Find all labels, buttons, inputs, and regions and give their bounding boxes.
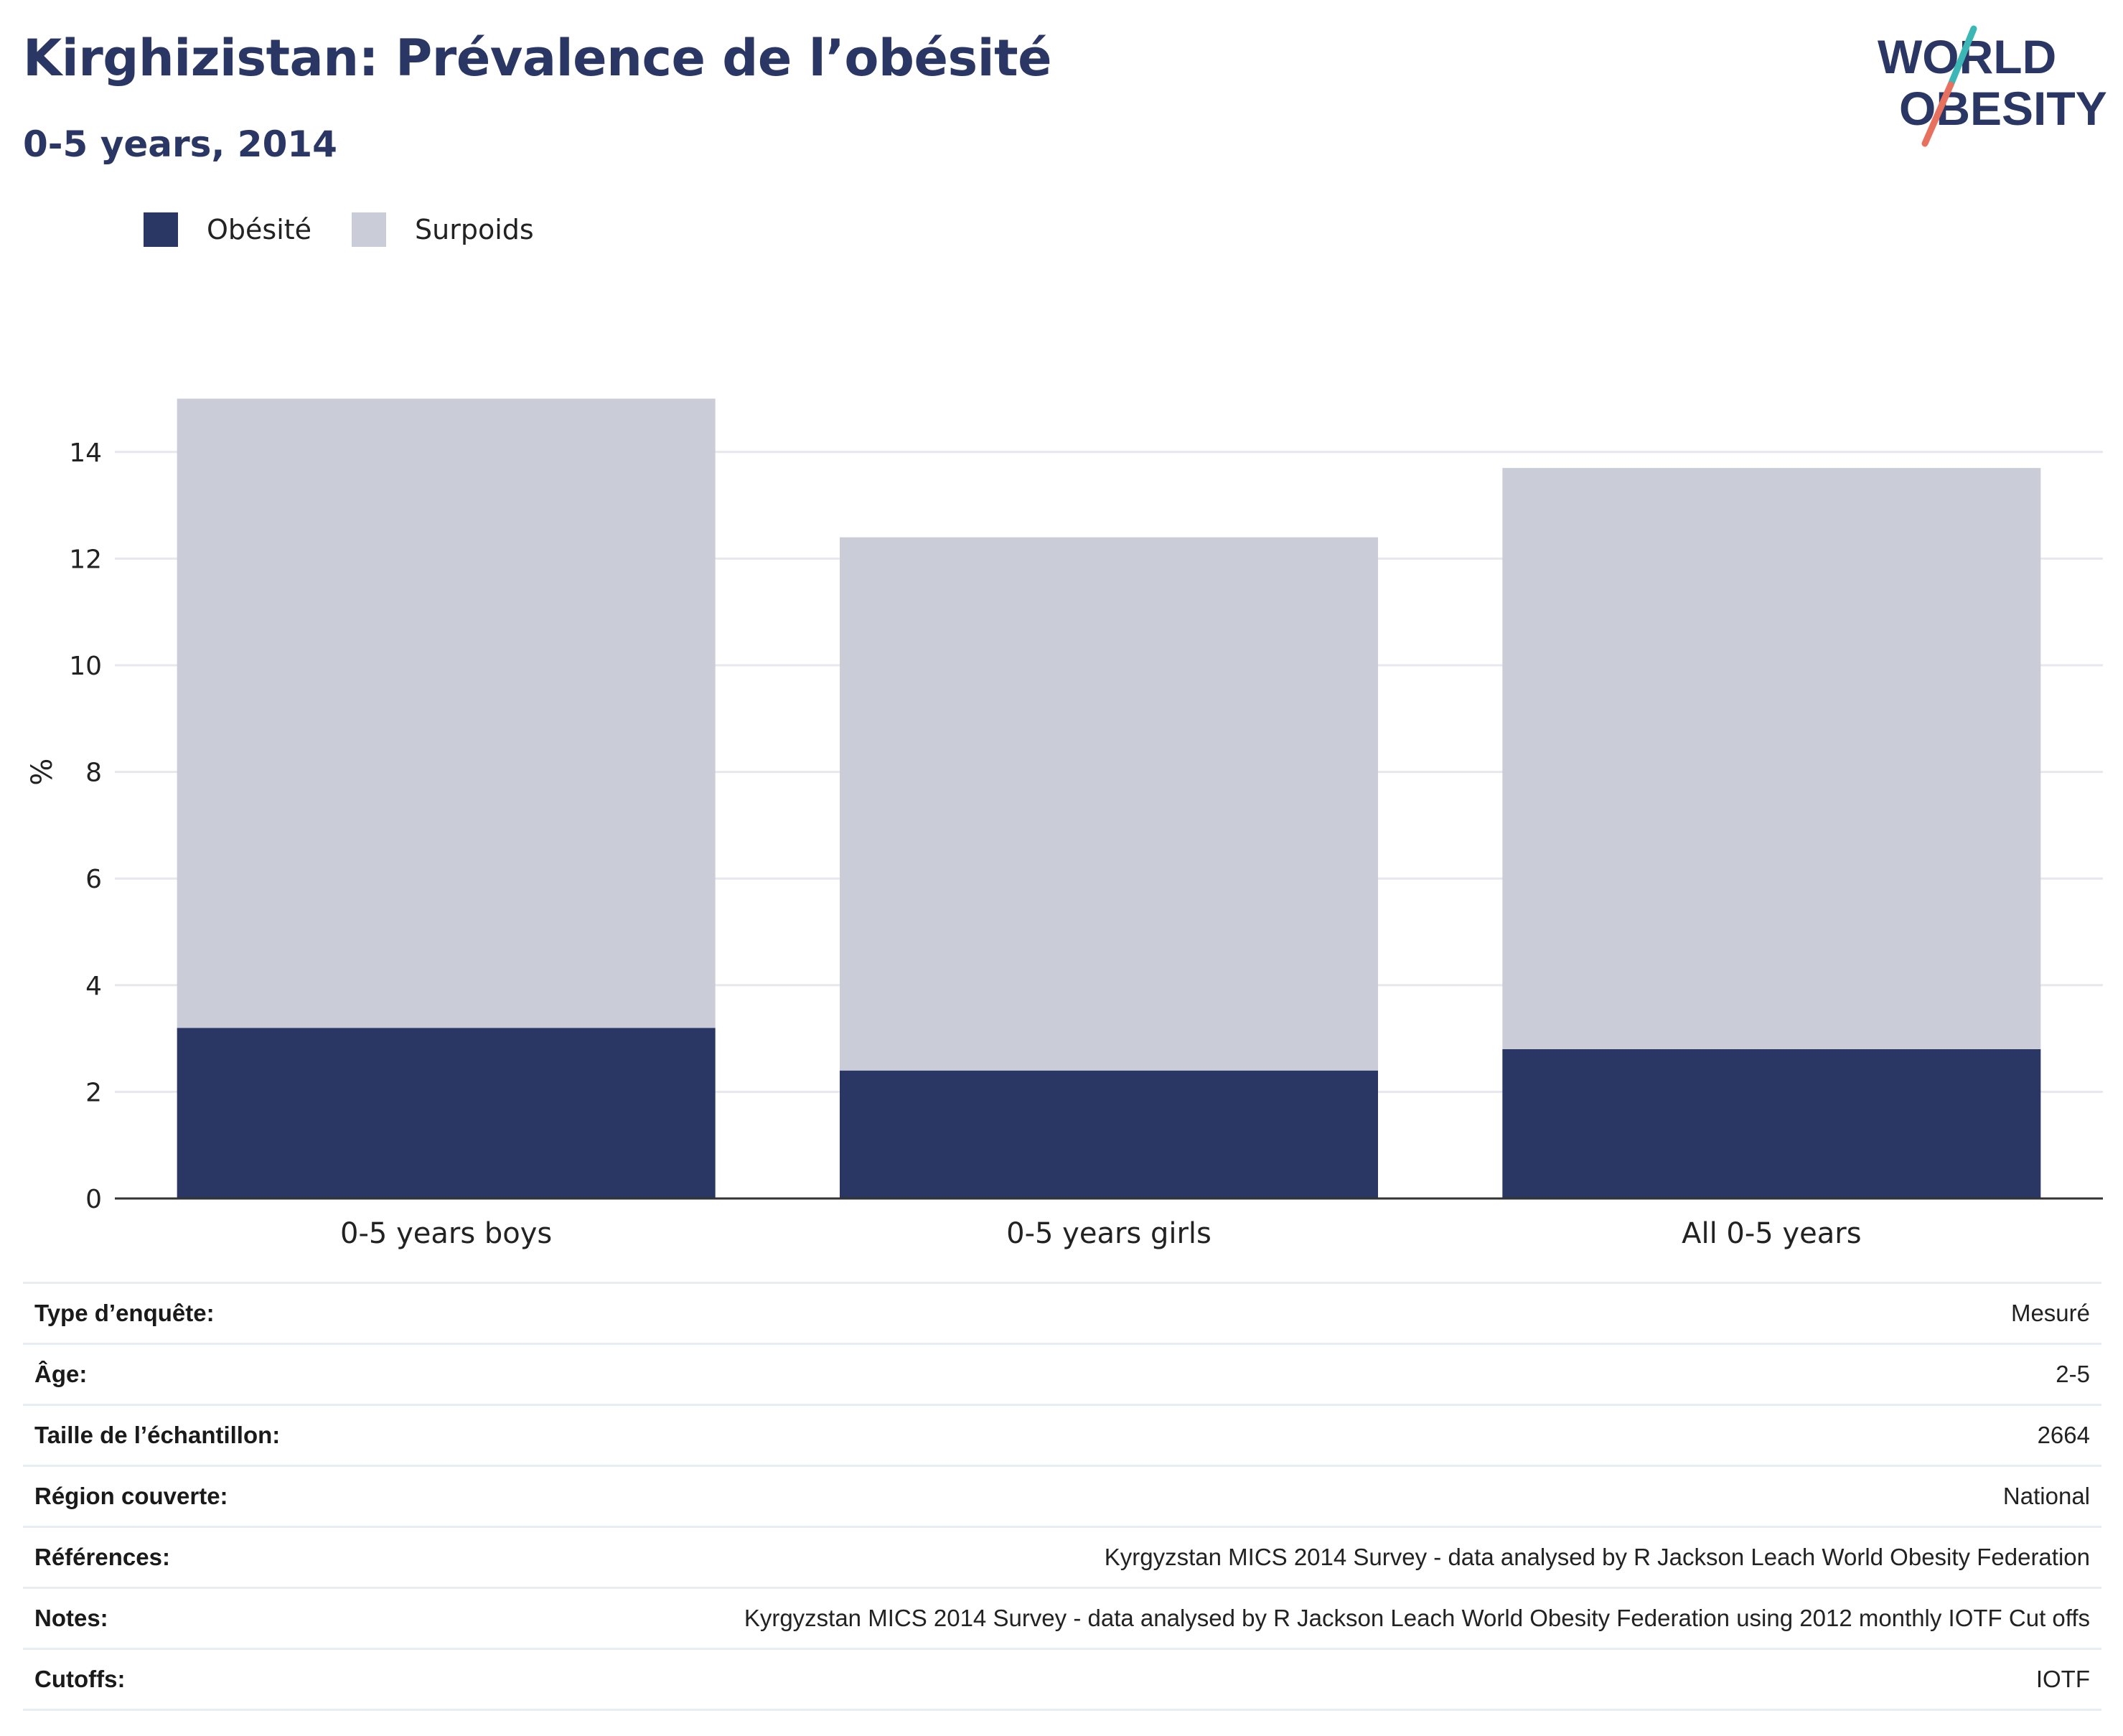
info-value: Mesuré	[364, 1282, 2101, 1344]
info-label: Type d’enquête:	[23, 1282, 365, 1344]
page-subtitle: 0-5 years, 2014	[23, 123, 337, 165]
stacked-bar-chart: 0 2 4 6 8 10 12 14% 0-5 years boys 0-5 years girl…	[26, 398, 2103, 1250]
legend-swatch-overweight	[352, 212, 387, 247]
info-value: IOTF	[364, 1648, 2101, 1711]
y-tick-label: 12	[69, 545, 102, 574]
x-tick-label: All 0-5 years	[1682, 1217, 1861, 1250]
y-tick-label: 14	[69, 438, 102, 468]
info-value: Kyrgyzstan MICS 2014 Survey - data analy…	[364, 1587, 2101, 1649]
y-tick-label: 10	[69, 652, 102, 681]
legend-swatch-obesity	[144, 212, 178, 247]
y-tick-label: 2	[85, 1078, 102, 1107]
info-row: Âge: 2-5	[23, 1343, 2101, 1405]
world-obesity-logo: WORLD OBESITY	[1878, 25, 2107, 147]
chart-legend: Obésité Surpoids	[144, 212, 574, 247]
info-label: Cutoffs:	[23, 1648, 365, 1711]
legend-label-obesity: Obésité	[207, 214, 312, 245]
info-row: Type d’enquête: Mesuré	[23, 1282, 2101, 1344]
info-row: Taille de l’échantillon: 2664	[23, 1404, 2101, 1466]
info-label: Taille de l’échantillon:	[23, 1404, 365, 1466]
bar-obesity	[840, 1070, 1378, 1198]
info-label: Notes:	[23, 1587, 365, 1649]
x-tick-label: 0-5 years boys	[340, 1217, 552, 1250]
info-label: Âge:	[23, 1343, 365, 1405]
y-axis-label: %	[26, 759, 59, 786]
survey-info-table: Type d’enquête: Mesuré Âge: 2-5 Taille de l’…	[23, 1282, 2101, 1711]
info-row: Région couverte: National	[23, 1465, 2101, 1527]
y-tick-label: 0	[85, 1185, 102, 1214]
info-value: National	[364, 1465, 2101, 1527]
info-value: Kyrgyzstan MICS 2014 Survey - data analy…	[364, 1526, 2101, 1588]
y-tick-label: 8	[85, 759, 102, 788]
legend-item-overweight[interactable]: Surpoids	[352, 212, 534, 247]
logo-slash-teal	[1947, 25, 1977, 88]
bar-obesity	[1502, 1048, 2041, 1198]
legend-item-obesity[interactable]: Obésité	[144, 212, 311, 247]
bar-overweight	[177, 398, 716, 1028]
info-label: Région couverte:	[23, 1465, 365, 1527]
bar-obesity	[177, 1028, 716, 1198]
legend-label-overweight: Surpoids	[415, 214, 534, 245]
x-tick-label: 0-5 years girls	[1006, 1217, 1212, 1250]
info-value: 2-5	[364, 1343, 2101, 1405]
info-value: 2664	[364, 1404, 2101, 1466]
y-tick-label: 6	[85, 865, 102, 894]
logo-slash-coral	[1921, 81, 1954, 147]
bar-overweight	[840, 537, 1378, 1071]
page-title: Kirghizistan: Prévalence de l’obésité	[23, 29, 1052, 88]
bar-overweight	[1502, 468, 2041, 1049]
y-tick-label: 4	[85, 972, 102, 1001]
info-row: Références: Kyrgyzstan MICS 2014 Survey -…	[23, 1526, 2101, 1588]
info-row: Cutoffs: IOTF	[23, 1648, 2101, 1711]
info-label: Références:	[23, 1526, 365, 1588]
info-row: Notes: Kyrgyzstan MICS 2014 Survey - data…	[23, 1587, 2101, 1649]
